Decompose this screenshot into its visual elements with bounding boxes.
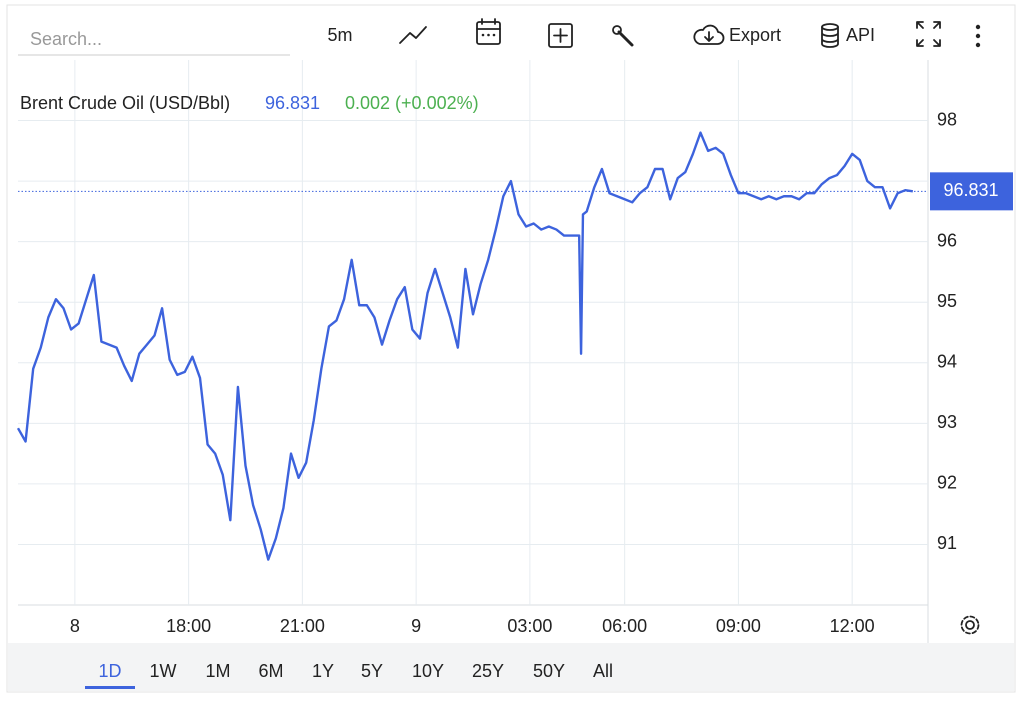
x-tick-label: 8: [70, 616, 80, 636]
range-button[interactable]: 25Y: [472, 661, 504, 681]
search-box[interactable]: Search...: [30, 29, 102, 49]
range-button[interactable]: 5Y: [361, 661, 383, 681]
fullscreen-button[interactable]: [916, 21, 941, 47]
header-price: 96.831: [265, 93, 320, 113]
range-button[interactable]: 6M: [258, 661, 283, 681]
active-range-underline: [85, 686, 135, 689]
y-tick-label: 96: [937, 230, 957, 250]
last-price-label: 96.831: [943, 180, 998, 200]
export-button[interactable]: Export: [693, 24, 781, 45]
y-tick-label: 92: [937, 473, 957, 493]
grid: [18, 60, 928, 605]
x-tick-label: 12:00: [830, 616, 875, 636]
interval-button[interactable]: 5m: [327, 25, 352, 45]
header-change: 0.002 (+0.002%): [345, 93, 479, 113]
add-indicator-button[interactable]: [548, 23, 573, 48]
series-name: Brent Crude Oil (USD/Bbl): [20, 93, 230, 113]
y-tick-label: 94: [937, 352, 957, 372]
line-type-button[interactable]: [399, 26, 427, 44]
range-button[interactable]: 1Y: [312, 661, 334, 681]
widget-frame: [6, 4, 1016, 693]
settings-tool-button[interactable]: [612, 25, 634, 47]
more-menu-button[interactable]: [975, 24, 981, 48]
y-tick-label: 93: [937, 412, 957, 432]
range-button[interactable]: 1D: [98, 661, 121, 681]
range-button[interactable]: 1M: [205, 661, 230, 681]
api-button[interactable]: API: [821, 23, 875, 48]
price-line: [16, 131, 914, 561]
export-label[interactable]: Export: [729, 25, 781, 45]
range-button[interactable]: 10Y: [412, 661, 444, 681]
calendar-button[interactable]: [476, 18, 501, 45]
x-tick-label: 18:00: [166, 616, 211, 636]
plot: [16, 131, 928, 561]
api-label[interactable]: API: [846, 25, 875, 45]
last-price-badge: [930, 172, 1013, 211]
y-tick-label: 91: [937, 533, 957, 553]
range-selector: 1D 1W 1M 6M 1Y 5Y 10Y 25Y 50Y All: [85, 661, 613, 689]
x-tick-label: 06:00: [602, 616, 647, 636]
range-button[interactable]: All: [593, 661, 613, 681]
x-tick-label: 09:00: [716, 616, 761, 636]
chart-settings-button[interactable]: [960, 615, 980, 635]
x-tick-label: 21:00: [280, 616, 325, 636]
x-tick-label: 9: [411, 616, 421, 636]
range-button[interactable]: 50Y: [533, 661, 565, 681]
y-tick-label: 98: [937, 109, 957, 129]
x-tick-label: 03:00: [507, 616, 552, 636]
range-bar: [8, 643, 1014, 691]
y-tick-label: 95: [937, 291, 957, 311]
range-button[interactable]: 1W: [150, 661, 177, 681]
